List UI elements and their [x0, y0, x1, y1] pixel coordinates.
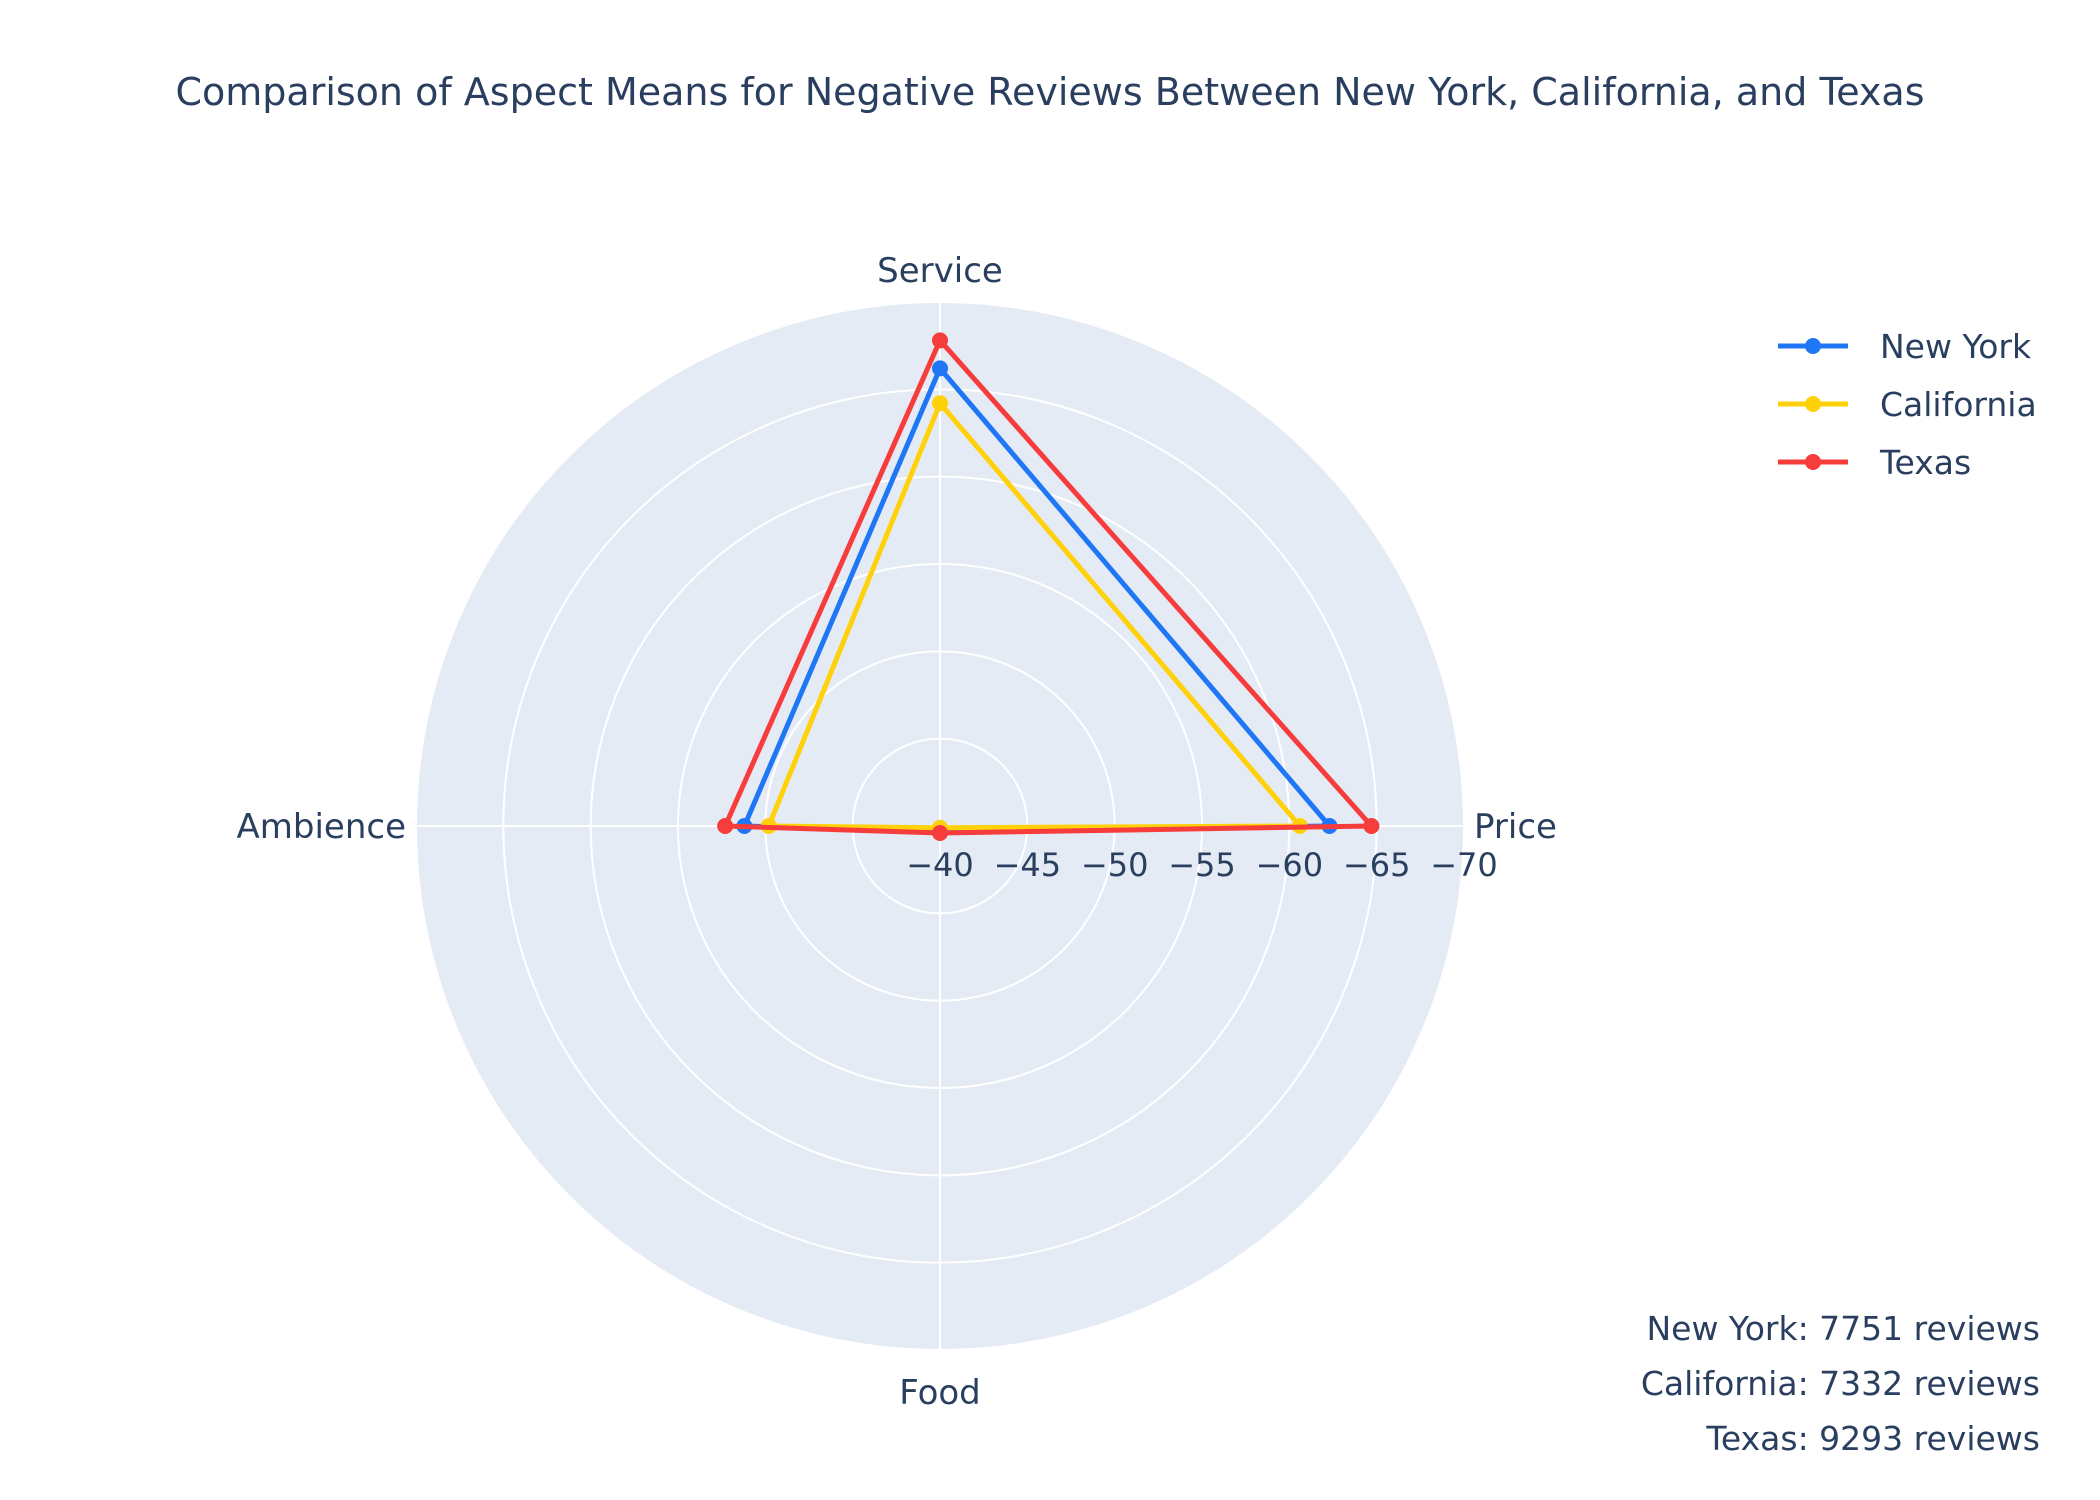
axis-label-service: Service [877, 251, 1003, 291]
series-texas [717, 332, 1380, 841]
review-count-note: California: 7332 reviews [1641, 1364, 2040, 1403]
review-count-notes: New York: 7751 reviews California: 7332 r… [1641, 1309, 2040, 1458]
series-point[interactable] [932, 824, 948, 841]
legend-item-texas[interactable]: Texas [1778, 443, 1971, 482]
radial-tick-label: −50 [1081, 846, 1149, 884]
radial-tick-labels: −40 −45 −50 −55 −60 −65 −70 [906, 846, 1498, 884]
axis-label-ambience: Ambience [237, 807, 407, 847]
legend-swatch-marker [1805, 338, 1821, 354]
radial-tick-label: −70 [1430, 846, 1498, 884]
series-point[interactable] [932, 360, 948, 377]
legend-label: Texas [1879, 443, 1971, 482]
legend-item-california[interactable]: California [1778, 385, 2037, 424]
legend-label: New York [1880, 327, 2032, 366]
axis-label-price: Price [1474, 807, 1557, 847]
series-layer [717, 332, 1380, 841]
legend-swatch-marker [1805, 454, 1821, 470]
legend-item-new-york[interactable]: New York [1778, 327, 2032, 366]
radial-tick-label: −65 [1343, 846, 1411, 884]
legend[interactable]: New York California Texas [1778, 327, 2037, 482]
series-point[interactable] [717, 818, 734, 834]
series-point[interactable] [932, 332, 948, 349]
series-point[interactable] [932, 395, 948, 412]
legend-label: California [1880, 385, 2037, 424]
legend-swatch-marker [1805, 396, 1821, 412]
chart-title: Comparison of Aspect Means for Negative … [175, 70, 1924, 114]
radial-tick-label: −55 [1168, 846, 1236, 884]
series-point[interactable] [1363, 818, 1380, 834]
radial-tick-label: −40 [906, 846, 974, 884]
radial-tick-label: −45 [994, 846, 1062, 884]
review-count-note: New York: 7751 reviews [1646, 1309, 2040, 1348]
axis-label-food: Food [899, 1373, 981, 1413]
angular-axis-labels: Service Price Food Ambience [237, 251, 1557, 1413]
radial-tick-label: −60 [1256, 846, 1324, 884]
review-count-note: Texas: 9293 reviews [1705, 1419, 2040, 1458]
